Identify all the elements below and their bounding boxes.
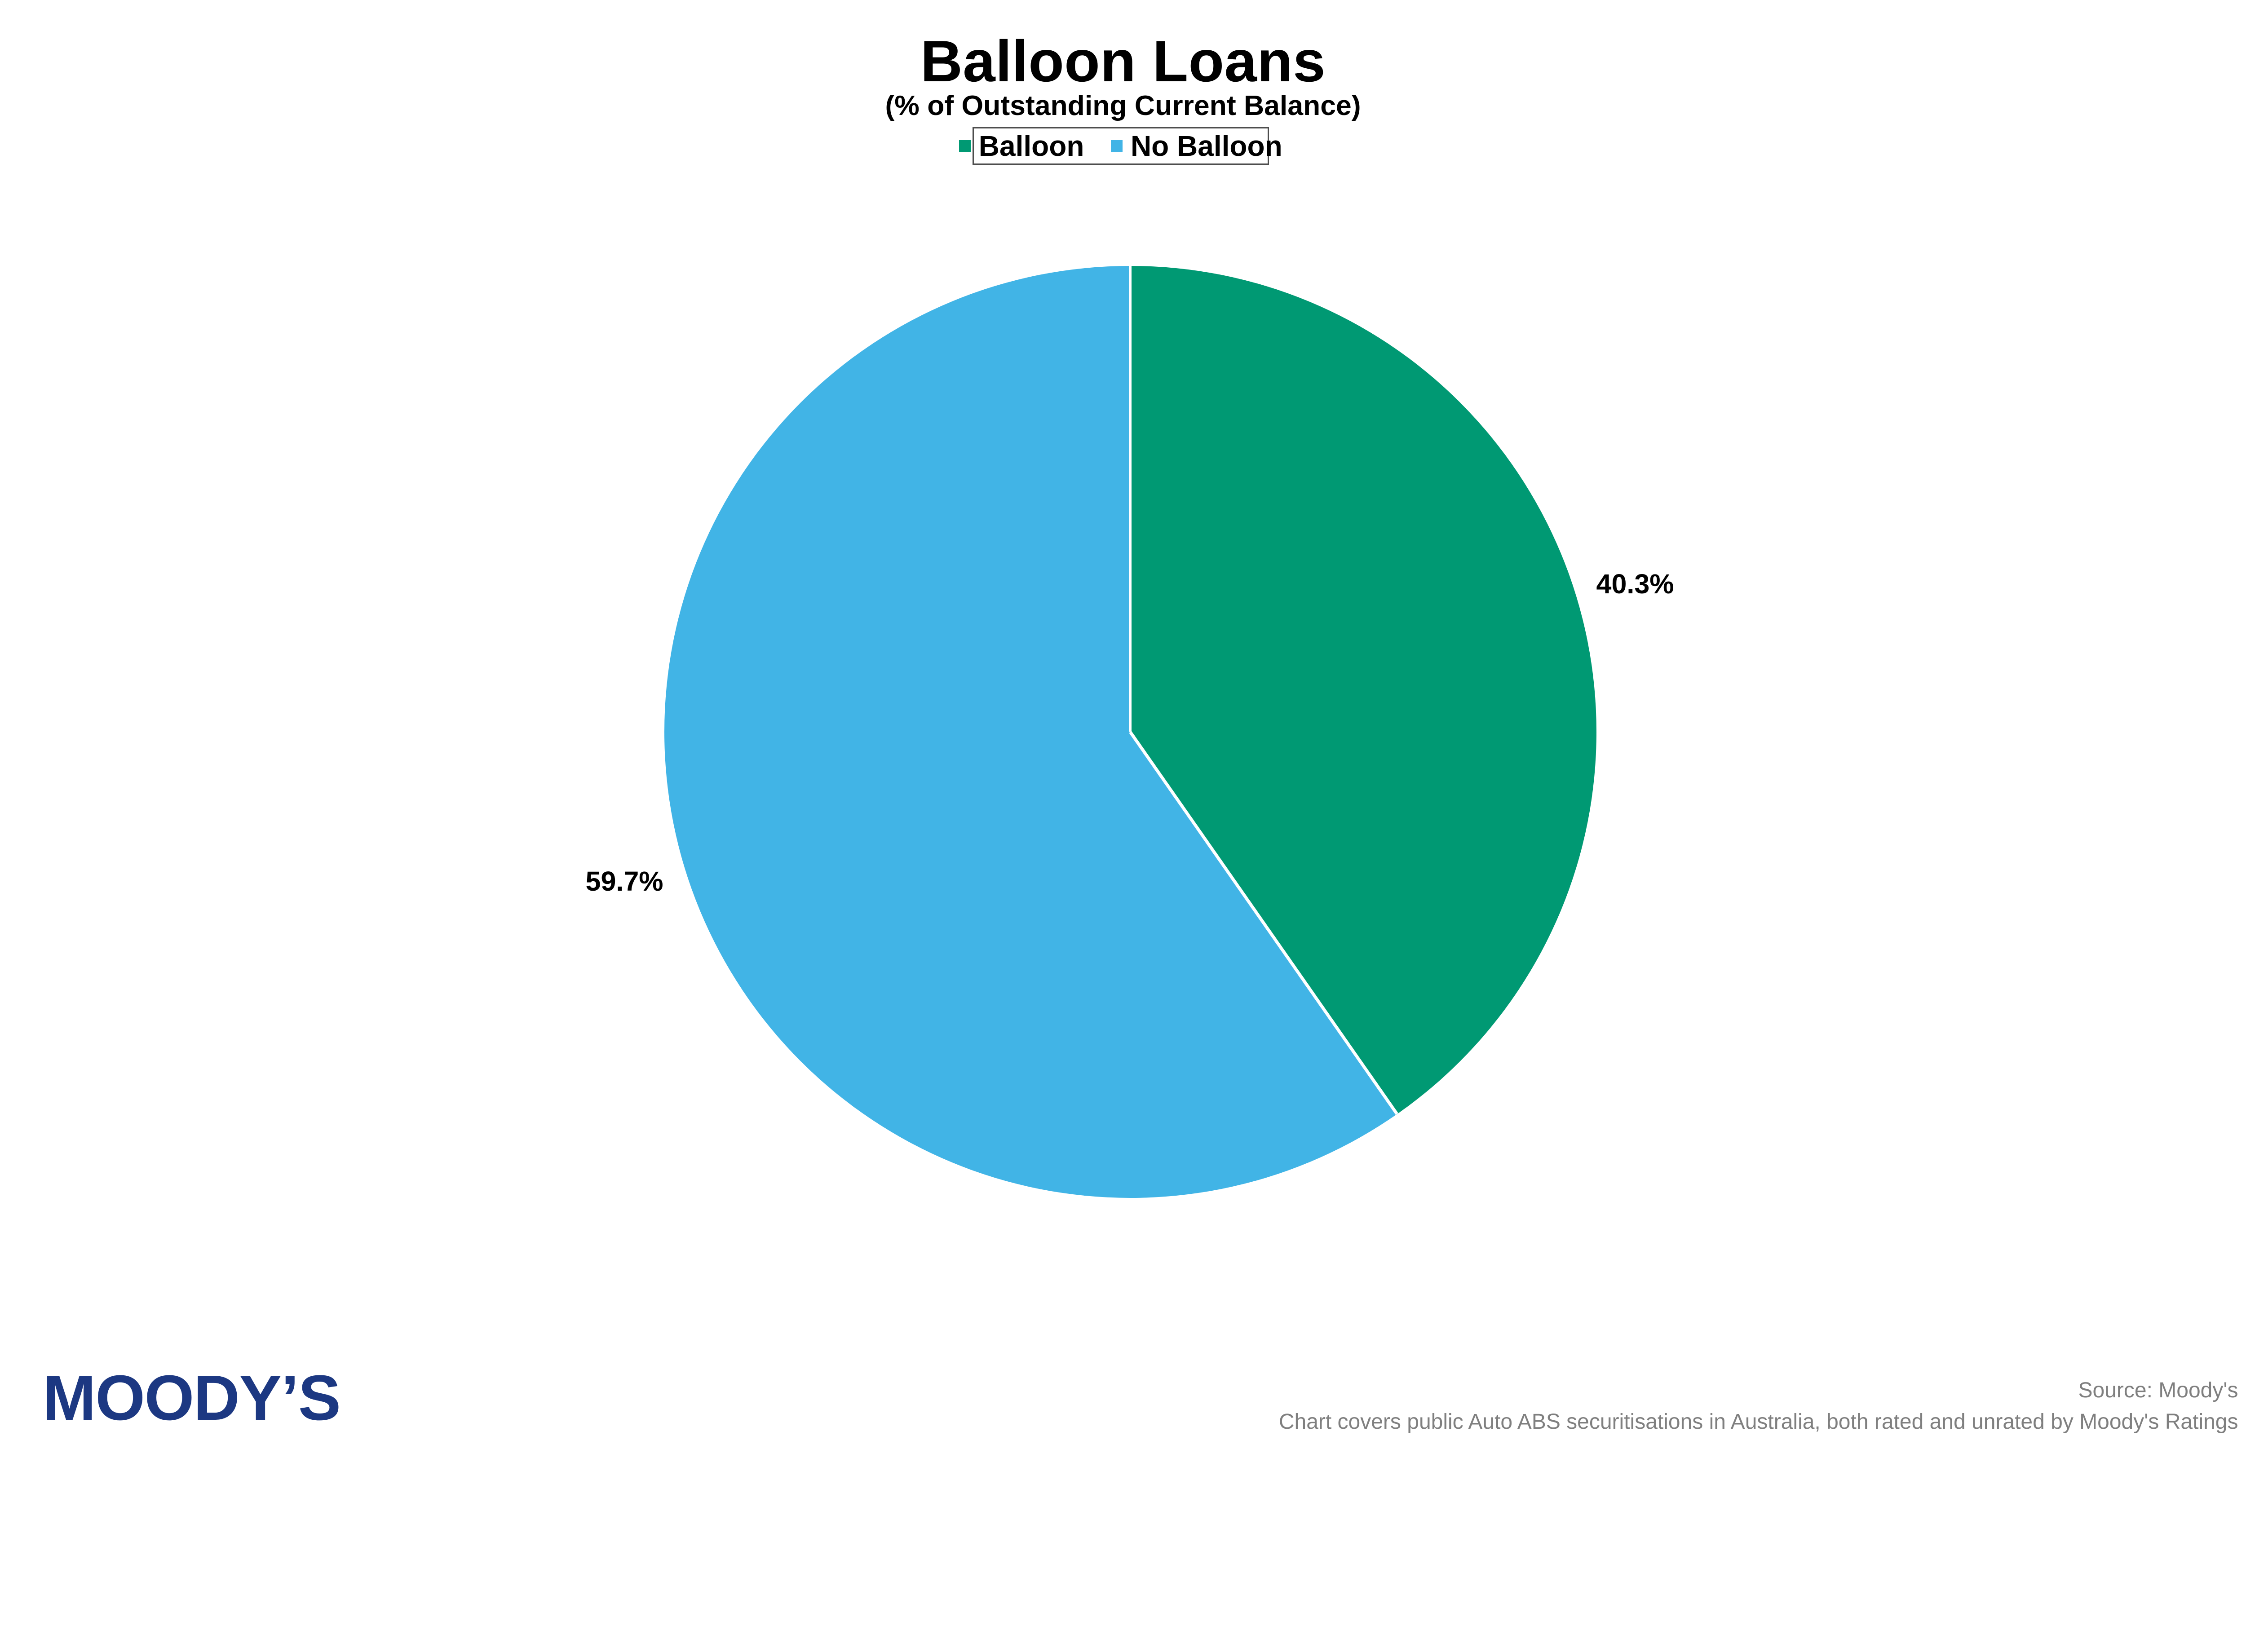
no-balloon-swatch-icon [1111, 140, 1123, 152]
legend-item-no-balloon: No Balloon [1111, 129, 1282, 163]
legend: Balloon No Balloon [959, 127, 1282, 165]
pie-divider-start [1128, 265, 1132, 732]
slice-label-no-balloon: 59.7% [585, 866, 663, 897]
chart-title: Balloon Loans [920, 28, 1326, 94]
legend-item-balloon: Balloon [959, 129, 1084, 163]
source-note: Source: Moody's Chart covers public Auto… [1279, 1375, 2238, 1437]
balloon-swatch-icon [959, 140, 971, 152]
legend-label-no-balloon: No Balloon [1130, 129, 1282, 162]
source-line-1: Source: Moody's [2078, 1378, 2238, 1403]
legend-label-balloon: Balloon [978, 129, 1084, 162]
moodys-logo: MOODY’S [43, 1362, 341, 1434]
chart-page: Balloon Loans (% of Outstanding Current … [43, 28, 2238, 1437]
slice-label-balloon: 40.3% [1596, 568, 1674, 599]
chart-subtitle: (% of Outstanding Current Balance) [885, 90, 1361, 122]
source-line-2: Chart covers public Auto ABS securitisat… [1278, 1410, 2238, 1434]
